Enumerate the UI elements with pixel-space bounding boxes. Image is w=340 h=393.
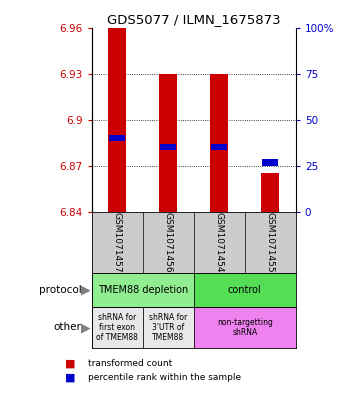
Bar [210, 73, 228, 211]
Bar [261, 173, 279, 211]
Bar [194, 274, 296, 307]
Text: other: other [54, 322, 82, 332]
Text: ▶: ▶ [81, 321, 90, 334]
Text: non-targetting
shRNA: non-targetting shRNA [217, 318, 273, 337]
Bar [92, 307, 143, 348]
Title: GDS5077 / ILMN_1675873: GDS5077 / ILMN_1675873 [107, 13, 280, 26]
Bar [109, 135, 125, 141]
Text: GSM1071457: GSM1071457 [113, 212, 122, 273]
Text: transformed count: transformed count [88, 359, 173, 368]
Text: ■: ■ [65, 373, 75, 383]
Text: percentile rank within the sample: percentile rank within the sample [88, 373, 241, 382]
Text: GSM1071455: GSM1071455 [266, 212, 275, 273]
Bar [262, 160, 278, 165]
Text: ▶: ▶ [81, 284, 90, 297]
Bar [143, 307, 194, 348]
Text: ■: ■ [65, 358, 75, 369]
Bar [92, 274, 194, 307]
Text: protocol: protocol [39, 285, 82, 295]
Text: shRNA for
first exon
of TMEM88: shRNA for first exon of TMEM88 [96, 312, 138, 342]
Text: GSM1071456: GSM1071456 [164, 212, 173, 273]
Bar [211, 144, 227, 150]
Text: shRNA for
3'UTR of
TMEM88: shRNA for 3'UTR of TMEM88 [149, 312, 187, 342]
Text: control: control [228, 285, 262, 295]
Text: GSM1071454: GSM1071454 [215, 212, 224, 273]
Text: TMEM88 depletion: TMEM88 depletion [98, 285, 188, 295]
Bar [159, 73, 177, 211]
Bar [160, 144, 176, 150]
Bar [194, 307, 296, 348]
Bar [108, 28, 126, 211]
